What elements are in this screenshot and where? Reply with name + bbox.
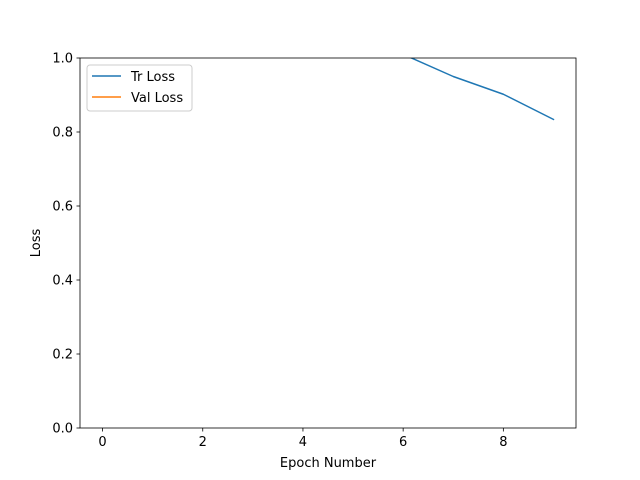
y-axis-label: Loss	[29, 229, 44, 258]
series-lines	[409, 58, 555, 121]
y-tick-label: 0.0	[52, 422, 73, 437]
legend: Tr Loss Val Loss	[86, 64, 193, 112]
y-axis-ticks: 0.0 0.2 0.4 0.6 0.8 1.0	[52, 52, 80, 437]
x-tick-label: 8	[499, 435, 507, 450]
series-line-tr-loss	[409, 58, 555, 121]
y-tick-label: 1.0	[52, 52, 73, 67]
x-tick-label: 4	[299, 435, 307, 450]
x-axis-ticks: 0 2 4 6 8	[98, 428, 507, 450]
x-tick-label: 0	[98, 435, 106, 450]
y-tick-label: 0.4	[52, 274, 73, 289]
x-tick-label: 6	[399, 435, 407, 450]
legend-label-tr-loss: Tr Loss	[130, 70, 175, 85]
y-tick-label: 0.8	[52, 126, 73, 141]
legend-label-val-loss: Val Loss	[131, 91, 183, 106]
plot-area	[80, 58, 576, 428]
y-tick-label: 0.6	[52, 200, 73, 215]
x-axis-label: Epoch Number	[280, 456, 377, 471]
plot-frame	[79, 57, 577, 429]
x-tick-label: 2	[199, 435, 207, 450]
y-tick-label: 0.2	[52, 348, 73, 363]
